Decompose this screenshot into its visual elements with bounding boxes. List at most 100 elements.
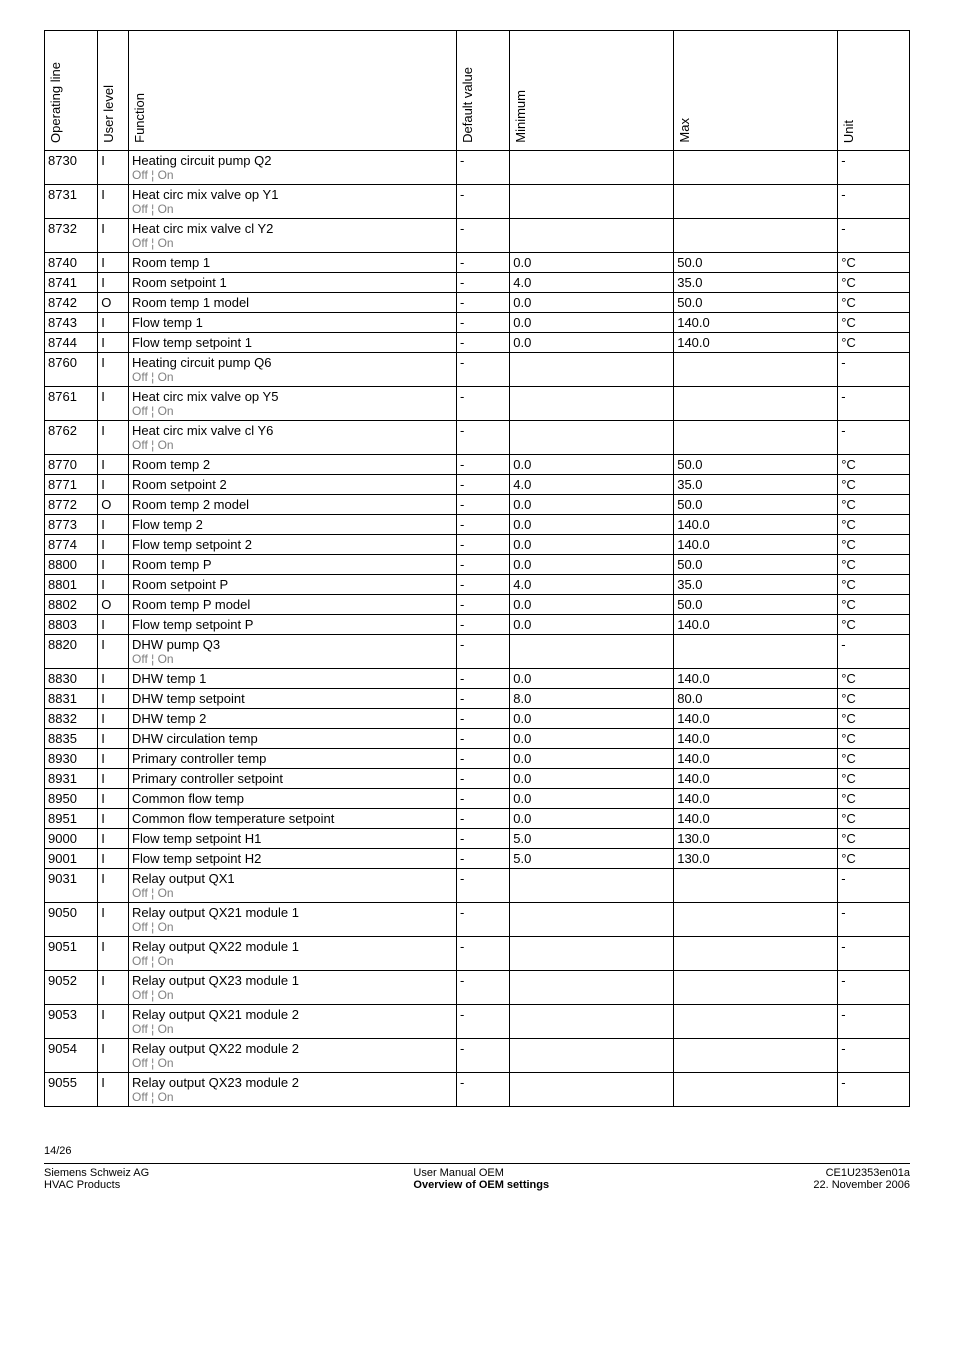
cell-user-level: I <box>98 937 129 971</box>
cell-max <box>674 903 838 937</box>
cell-function: DHW pump Q3Off ¦ On <box>129 635 457 669</box>
cell-default-value: - <box>456 769 509 789</box>
cell-default-value: - <box>456 749 509 769</box>
table-row: 8762IHeat circ mix valve cl Y6Off ¦ On-- <box>45 421 910 455</box>
cell-minimum: 4.0 <box>510 575 674 595</box>
function-label: Relay output QX22 module 2 <box>132 1041 453 1056</box>
cell-unit: °C <box>838 455 910 475</box>
function-options: Off ¦ On <box>132 886 453 900</box>
cell-default-value: - <box>456 971 509 1005</box>
cell-operating-line: 8832 <box>45 709 98 729</box>
function-label: Heat circ mix valve op Y5 <box>132 389 453 404</box>
cell-minimum: 0.0 <box>510 595 674 615</box>
cell-minimum: 0.0 <box>510 615 674 635</box>
cell-unit: °C <box>838 595 910 615</box>
cell-default-value: - <box>456 293 509 313</box>
cell-default-value: - <box>456 635 509 669</box>
table-row: 9052IRelay output QX23 module 1Off ¦ On-… <box>45 971 910 1005</box>
cell-default-value: - <box>456 535 509 555</box>
cell-operating-line: 9054 <box>45 1039 98 1073</box>
cell-default-value: - <box>456 903 509 937</box>
cell-user-level: I <box>98 849 129 869</box>
cell-minimum: 0.0 <box>510 769 674 789</box>
table-row: 8730IHeating circuit pump Q2Off ¦ On-- <box>45 151 910 185</box>
cell-minimum: 0.0 <box>510 709 674 729</box>
function-options: Off ¦ On <box>132 202 453 216</box>
cell-max: 35.0 <box>674 273 838 293</box>
function-label: Heat circ mix valve cl Y6 <box>132 423 453 438</box>
cell-minimum <box>510 937 674 971</box>
table-header-row: Operating line User level Function Defau… <box>45 31 910 151</box>
cell-default-value: - <box>456 455 509 475</box>
cell-operating-line: 8774 <box>45 535 98 555</box>
cell-operating-line: 8803 <box>45 615 98 635</box>
cell-unit: °C <box>838 495 910 515</box>
cell-unit: - <box>838 353 910 387</box>
cell-max: 50.0 <box>674 495 838 515</box>
cell-operating-line: 8802 <box>45 595 98 615</box>
cell-user-level: I <box>98 475 129 495</box>
header-minimum: Minimum <box>510 31 674 151</box>
function-label: Room temp 2 <box>132 457 453 472</box>
cell-minimum <box>510 421 674 455</box>
cell-function: DHW temp 1 <box>129 669 457 689</box>
cell-unit: °C <box>838 769 910 789</box>
cell-max <box>674 151 838 185</box>
table-row: 9000IFlow temp setpoint H1-5.0130.0°C <box>45 829 910 849</box>
cell-operating-line: 9050 <box>45 903 98 937</box>
function-label: DHW pump Q3 <box>132 637 453 652</box>
cell-max: 35.0 <box>674 475 838 495</box>
cell-function: DHW temp setpoint <box>129 689 457 709</box>
cell-user-level: I <box>98 669 129 689</box>
cell-max <box>674 869 838 903</box>
cell-user-level: I <box>98 1005 129 1039</box>
cell-minimum <box>510 635 674 669</box>
function-label: Relay output QX23 module 2 <box>132 1075 453 1090</box>
cell-function: Flow temp 1 <box>129 313 457 333</box>
cell-operating-line: 8761 <box>45 387 98 421</box>
cell-minimum: 5.0 <box>510 849 674 869</box>
table-row: 8743IFlow temp 1-0.0140.0°C <box>45 313 910 333</box>
cell-default-value: - <box>456 575 509 595</box>
cell-unit: - <box>838 635 910 669</box>
cell-operating-line: 8801 <box>45 575 98 595</box>
cell-user-level: I <box>98 789 129 809</box>
cell-operating-line: 8731 <box>45 185 98 219</box>
table-row: 9031IRelay output QX1Off ¦ On-- <box>45 869 910 903</box>
cell-user-level: I <box>98 729 129 749</box>
function-label: Room temp P model <box>132 597 453 612</box>
table-row: 8950ICommon flow temp-0.0140.0°C <box>45 789 910 809</box>
function-options: Off ¦ On <box>132 438 453 452</box>
cell-max: 80.0 <box>674 689 838 709</box>
cell-function: Flow temp setpoint 2 <box>129 535 457 555</box>
function-label: Room temp P <box>132 557 453 572</box>
cell-function: Flow temp 2 <box>129 515 457 535</box>
cell-user-level: I <box>98 353 129 387</box>
cell-max <box>674 1073 838 1107</box>
cell-default-value: - <box>456 1073 509 1107</box>
function-label: Primary controller setpoint <box>132 771 453 786</box>
cell-max <box>674 1039 838 1073</box>
cell-default-value: - <box>456 709 509 729</box>
header-default-value: Default value <box>456 31 509 151</box>
table-row: 9055IRelay output QX23 module 2Off ¦ On-… <box>45 1073 910 1107</box>
cell-user-level: I <box>98 387 129 421</box>
cell-operating-line: 8744 <box>45 333 98 353</box>
cell-operating-line: 9031 <box>45 869 98 903</box>
cell-minimum <box>510 869 674 903</box>
cell-operating-line: 8730 <box>45 151 98 185</box>
cell-function: Relay output QX22 module 2Off ¦ On <box>129 1039 457 1073</box>
cell-max <box>674 185 838 219</box>
cell-max: 140.0 <box>674 789 838 809</box>
header-user-level: User level <box>98 31 129 151</box>
cell-default-value: - <box>456 387 509 421</box>
cell-operating-line: 8831 <box>45 689 98 709</box>
cell-minimum: 0.0 <box>510 729 674 749</box>
cell-minimum <box>510 185 674 219</box>
table-row: 8832IDHW temp 2-0.0140.0°C <box>45 709 910 729</box>
cell-function: Relay output QX21 module 2Off ¦ On <box>129 1005 457 1039</box>
cell-max: 50.0 <box>674 253 838 273</box>
cell-unit: °C <box>838 809 910 829</box>
function-options: Off ¦ On <box>132 1056 453 1070</box>
cell-function: Heating circuit pump Q2Off ¦ On <box>129 151 457 185</box>
